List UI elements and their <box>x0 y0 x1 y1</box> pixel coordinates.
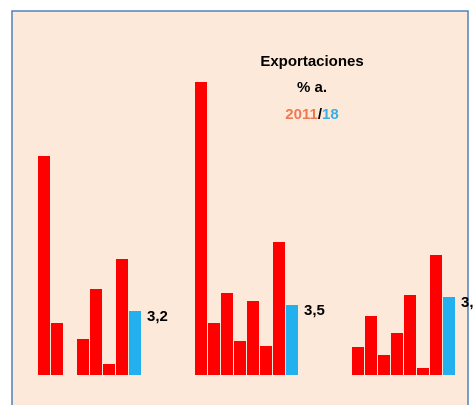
bar <box>247 301 259 375</box>
bar <box>234 341 246 375</box>
subtitle-separator: / <box>318 106 323 123</box>
bar <box>90 289 102 375</box>
chart-title: % a. <box>297 79 327 96</box>
subtitle-start: 2011 <box>285 106 318 123</box>
bar <box>116 259 128 375</box>
bar <box>443 297 455 375</box>
subtitle-end: 18 <box>322 106 339 123</box>
bar <box>417 368 429 375</box>
bar <box>103 364 115 375</box>
bar <box>129 311 141 375</box>
data-label: 3,2 <box>147 308 168 325</box>
bar <box>51 323 63 375</box>
bar <box>352 347 364 375</box>
bar <box>378 355 390 375</box>
bar <box>391 333 403 375</box>
bar <box>208 323 220 375</box>
bar <box>286 305 298 375</box>
data-label: 3,5 <box>304 302 325 319</box>
bar <box>260 346 272 375</box>
bar <box>221 293 233 375</box>
bar <box>195 82 207 375</box>
bar <box>38 156 50 375</box>
bar <box>77 339 89 375</box>
chart-title: Exportaciones <box>260 53 363 70</box>
data-label: 3,9 <box>461 294 473 311</box>
bar <box>430 255 442 375</box>
bar <box>404 295 416 375</box>
chart-subtitle: 2011/18 <box>285 106 338 123</box>
bar <box>365 316 377 375</box>
bar <box>273 242 285 375</box>
